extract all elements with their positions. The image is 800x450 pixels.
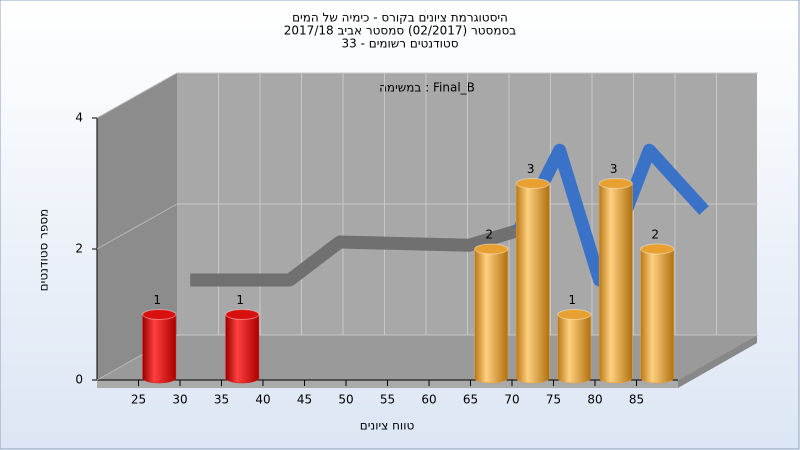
bar-top bbox=[515, 178, 550, 189]
x-tick-label: 55 bbox=[380, 393, 395, 407]
bar bbox=[598, 178, 633, 384]
y-axis-label: מספר סטודנטים bbox=[37, 209, 51, 292]
x-tick-label: 85 bbox=[629, 393, 644, 407]
floor bbox=[97, 335, 757, 380]
chart-title: בסמסטר (02/2017) סמסטר אביב 2017/18 bbox=[284, 24, 516, 38]
curve bbox=[190, 223, 521, 287]
x-tick-label: 25 bbox=[131, 393, 146, 407]
bar bbox=[515, 178, 550, 384]
bar bbox=[142, 309, 177, 384]
value-label: 1 bbox=[568, 293, 576, 307]
value-label: 3 bbox=[610, 162, 618, 176]
x-tick-label: 30 bbox=[172, 393, 187, 407]
bar-top bbox=[225, 309, 260, 320]
bar-body bbox=[598, 183, 633, 384]
bar-body bbox=[640, 248, 675, 384]
bar-body bbox=[142, 314, 177, 384]
grid-line bbox=[96, 203, 178, 250]
y-tick-label: 2 bbox=[75, 242, 83, 256]
x-tick-label: 50 bbox=[338, 393, 353, 407]
bar bbox=[557, 309, 592, 384]
grid-line bbox=[96, 72, 178, 119]
x-tick-label: 80 bbox=[587, 393, 602, 407]
bar-body bbox=[557, 314, 592, 384]
x-tick-label: 70 bbox=[504, 393, 519, 407]
x-tick-label: 75 bbox=[546, 393, 561, 407]
chart-title: היסטוגרמת ציונים בקורס - כימיה של המים bbox=[292, 11, 508, 25]
bar-body bbox=[474, 248, 509, 384]
bar bbox=[225, 309, 260, 384]
x-axis-label: טווח ציונים bbox=[360, 419, 415, 433]
bar-body bbox=[225, 314, 260, 384]
bar-top bbox=[598, 178, 633, 189]
value-label: 1 bbox=[236, 293, 244, 307]
bar bbox=[474, 243, 509, 384]
annotation: במשימה : Final_B bbox=[379, 81, 475, 95]
value-label: 2 bbox=[485, 228, 493, 242]
bar bbox=[640, 243, 675, 384]
bar-top bbox=[474, 243, 509, 255]
bar-body bbox=[515, 183, 550, 384]
x-tick-label: 40 bbox=[255, 393, 270, 407]
y-tick-label: 4 bbox=[75, 111, 83, 125]
y-tick-label: 0 bbox=[75, 373, 83, 387]
x-tick-label: 45 bbox=[297, 393, 312, 407]
bar-top bbox=[640, 243, 675, 255]
floor-edge bbox=[678, 335, 757, 388]
bar-top bbox=[142, 309, 177, 320]
chart-title: סטודנטים רשומים - 33 bbox=[341, 37, 458, 51]
x-tick-label: 65 bbox=[463, 393, 478, 407]
x-tick-label: 60 bbox=[421, 393, 436, 407]
bar-top bbox=[557, 309, 592, 320]
value-label: 1 bbox=[153, 293, 161, 307]
value-label: 3 bbox=[527, 162, 535, 176]
x-tick-label: 35 bbox=[214, 393, 229, 407]
value-label: 2 bbox=[651, 228, 659, 242]
